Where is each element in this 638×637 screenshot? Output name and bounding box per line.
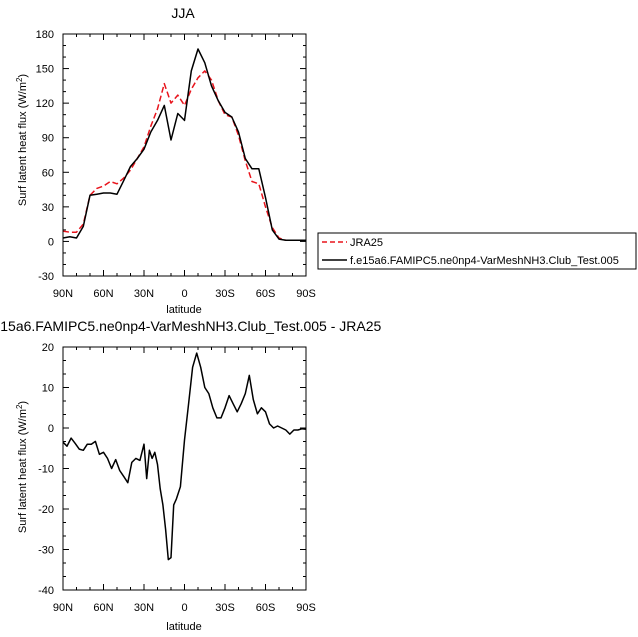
top-ytick-label: 150 xyxy=(36,64,54,76)
top-xtick-label: 0 xyxy=(181,288,187,300)
top-ytick-label: 30 xyxy=(42,202,54,214)
top-chart-ylabel: Surf latent heat flux (W/m2) xyxy=(15,74,30,206)
legend-label-jra25: JRA25 xyxy=(350,237,383,249)
top-chart-y-ticks: -30 0 30 60 90 120 150 180 xyxy=(36,29,306,283)
bottom-chart-x-ticks: 90N 60N 30N 0 30S 60S 90S xyxy=(53,347,316,614)
top-xtick-label: 30S xyxy=(215,288,235,300)
bottom-ytick-label: -20 xyxy=(38,504,54,516)
bottom-ytick-label: 0 xyxy=(48,423,54,435)
bottom-ytick-label: -40 xyxy=(38,585,54,597)
top-chart-x-ticks: 90N 60N 30N 0 30S 60S 90S xyxy=(53,34,316,300)
top-series-model xyxy=(62,48,306,242)
top-xtick-label: 30N xyxy=(134,288,154,300)
top-ytick-label: 0 xyxy=(48,236,54,248)
top-chart-series xyxy=(62,48,306,242)
bottom-xtick-label: 90N xyxy=(53,602,73,614)
bottom-chart-xlabel: latitude xyxy=(166,621,201,633)
bottom-xtick-label: 90S xyxy=(296,602,316,614)
bottom-xtick-label: 30N xyxy=(134,602,154,614)
top-xtick-label: 60S xyxy=(256,288,276,300)
bottom-ytick-label: -30 xyxy=(38,545,54,557)
bottom-series-difference xyxy=(62,352,307,561)
bottom-xtick-label: 60S xyxy=(256,602,276,614)
top-ytick-label: 180 xyxy=(36,29,54,41)
bottom-ytick-label: -10 xyxy=(38,464,54,476)
top-chart-frame xyxy=(62,33,307,277)
bottom-xtick-label: 60N xyxy=(93,602,113,614)
top-series-jra25 xyxy=(62,70,306,242)
top-xtick-label: 60N xyxy=(93,288,113,300)
top-chart-title: JJA xyxy=(171,5,195,21)
top-xtick-label: 90S xyxy=(296,288,316,300)
bottom-ytick-label: 10 xyxy=(42,383,54,395)
bottom-ytick-label: 20 xyxy=(42,342,54,354)
bottom-chart-title: f.e15a6.FAMIPC5.ne0np4-VarMeshNH3.Club_T… xyxy=(0,318,382,334)
top-ytick-label: 60 xyxy=(42,167,54,179)
top-xtick-label: 90N xyxy=(53,288,73,300)
bottom-xtick-label: 0 xyxy=(181,602,187,614)
top-ytick-label: 120 xyxy=(36,98,54,110)
svg-text:Surf latent heat flux (W/m2): Surf latent heat flux (W/m2) xyxy=(15,74,30,206)
legend-box xyxy=(317,232,637,270)
top-ytick-label: 90 xyxy=(42,133,54,145)
legend: JRA25 f.e15a6.FAMIPC5.ne0np4-VarMeshNH3.… xyxy=(317,232,637,270)
bottom-chart-frame xyxy=(62,346,307,591)
top-chart-panel: JJA Surf latent heat flux (W/m2) -30 0 30 6… xyxy=(15,5,637,316)
bottom-chart-series xyxy=(62,352,307,561)
bottom-chart-y-ticks: -40 -30 -20 -10 0 10 20 xyxy=(38,342,306,597)
top-ytick-label: -30 xyxy=(38,271,54,283)
legend-label-model: f.e15a6.FAMIPC5.ne0np4-VarMeshNH3.Club_T… xyxy=(350,255,619,267)
bottom-chart-panel: f.e15a6.FAMIPC5.ne0np4-VarMeshNH3.Club_T… xyxy=(0,318,382,633)
bottom-xtick-label: 30S xyxy=(215,602,235,614)
bottom-chart-ylabel: Surf latent heat flux (W/m2) xyxy=(15,401,30,533)
svg-text:Surf latent heat flux (W/m2): Surf latent heat flux (W/m2) xyxy=(15,401,30,533)
top-chart-xlabel: latitude xyxy=(166,304,201,316)
